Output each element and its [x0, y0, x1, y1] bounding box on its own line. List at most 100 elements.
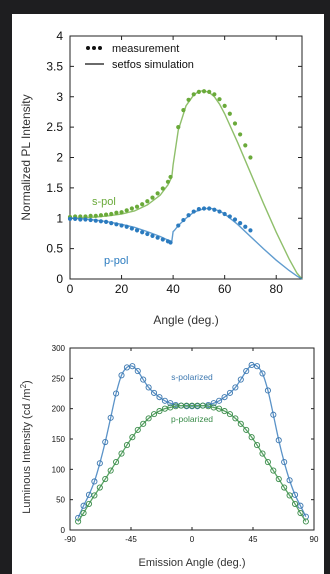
- chart2-spolarized-point: [91, 478, 98, 485]
- chart2-spolarized-point: [156, 394, 163, 401]
- chart2-ppolarized-point: [226, 411, 234, 418]
- chart1-x-axis-title: Angle (deg.): [153, 313, 218, 327]
- chart2-spolarized-point: [254, 363, 261, 370]
- chart1-ppol-measurement-point: [103, 219, 109, 224]
- legend-measurement-label: measurement: [112, 43, 179, 55]
- chart1-ppol-measurement-point: [78, 217, 83, 222]
- chart2-spolarized-point: [161, 397, 168, 404]
- chart1-ppol-measurement-point: [129, 226, 134, 231]
- chart1-spol-measurement-point: [119, 210, 124, 215]
- chart1-spol-measurement-point: [155, 191, 160, 196]
- chart2-y-tick-label: 150: [52, 435, 66, 444]
- chart2-spolarized-point: [264, 387, 271, 394]
- legend-dot-1: [86, 46, 90, 50]
- chart1-y-axis-title: Normalized PL Intensity: [19, 94, 33, 220]
- legend-dot-2: [92, 46, 96, 50]
- chart1-spol-measurement-point: [109, 211, 114, 217]
- chart1-ppol-measurement-point: [93, 218, 98, 223]
- chart2-ppolarized-point: [232, 415, 239, 422]
- chart2-y-tick-label: 50: [56, 496, 65, 505]
- chart2-spolarized-point: [107, 414, 114, 421]
- chart2-ppolarized-point: [156, 408, 163, 415]
- chart1-ppol-measurement-point: [67, 216, 73, 221]
- chart2-spolarized-point: [134, 368, 141, 375]
- chart1-spol-measurement-point: [248, 155, 253, 160]
- legend-dot-3: [98, 46, 102, 50]
- chart2-ppolarized-point: [221, 408, 228, 415]
- chart1-spol-measurement-point: [243, 143, 248, 148]
- chart1-ppol-measurement-point: [232, 217, 238, 222]
- chart2-spolarized-point: [123, 364, 130, 371]
- chart2-spolarized-point: [167, 400, 174, 407]
- chart2-s-polarized-label: s-polarized: [171, 372, 213, 382]
- chart2-spolarized-point: [281, 459, 288, 466]
- chart2-y-tick-label: 200: [52, 405, 66, 414]
- chart2-ppolarized-point: [150, 411, 158, 418]
- chart2-y-axis-title-suffix: ): [21, 380, 33, 384]
- chart2-ppolarized-point: [297, 509, 304, 517]
- chart1-y-tick-label: 1.5: [46, 181, 63, 195]
- chart2-ppolarized-point: [205, 403, 212, 410]
- chart1-spol-measurement-point: [168, 174, 173, 180]
- chart2-spolarized-point: [113, 390, 120, 397]
- chart2-ppolarized-point: [216, 405, 223, 412]
- chart1-ppol-measurement-point: [145, 231, 150, 237]
- chart2-ppolarized-point: [80, 509, 87, 517]
- chart2-spolarized-line: [77, 363, 307, 519]
- chart1-s-pol-label: s-pol: [92, 196, 116, 208]
- chart1-ppol-measurement-point: [207, 206, 212, 211]
- chart2-ppolarized-point: [134, 426, 141, 433]
- chart1-ppol-measurement-point: [160, 237, 165, 242]
- chart1-ppol-measurement-point: [227, 214, 232, 219]
- chart2-spolarized-point: [237, 376, 244, 383]
- chart2-spolarized-point: [102, 438, 109, 446]
- chart2-spolarized-point: [286, 477, 293, 484]
- chart1-plot-frame: [69, 35, 303, 280]
- chart1-spol-simulation-line: [69, 89, 303, 280]
- chart2-x-tick-label: -45: [125, 535, 137, 544]
- chart1-ppol-measurement-point: [140, 230, 145, 235]
- chart1-spol-measurement-point: [145, 199, 150, 204]
- chart1-ppol-measurement-point: [150, 233, 155, 238]
- chart2-ppolarized-point: [107, 467, 114, 474]
- chart1-spol-measurement-point: [201, 89, 207, 94]
- chart2-ppolarized-point: [91, 492, 98, 499]
- figure-panel: 0 20 40 60 80 0 0.5 1 1.5 2 2.5 3 3.5 4 Angle (deg.) No…: [12, 14, 324, 574]
- chart2-spolarized-point: [226, 389, 234, 396]
- chart2-y-tick-label: 250: [52, 374, 66, 383]
- chart2-spolarized-point: [129, 363, 136, 370]
- chart2-y-axis-title-superscript: 2: [19, 383, 28, 388]
- chart2-ppolarized-point: [275, 475, 282, 483]
- chart2-ppolarized-point: [75, 518, 82, 525]
- chart2-p-polarized-label: p-polarized: [171, 414, 213, 424]
- chart1-ppol-measurement-point: [134, 228, 140, 233]
- chart1-spol-measurement-point: [129, 206, 134, 211]
- chart2-spolarized-point: [150, 389, 158, 396]
- chart2-ppolarized-point: [254, 442, 261, 449]
- chart2-spolarized-point: [140, 376, 147, 383]
- chart2-spolarized-point: [248, 361, 255, 369]
- chart1-spol-measurement-point: [186, 97, 191, 102]
- chart1-x-tick-label: 40: [166, 282, 180, 296]
- chart2-ppolarized-point: [140, 420, 147, 427]
- chart1-spol-measurement-point: [78, 214, 83, 219]
- chart2-ppolarized-point: [210, 404, 217, 411]
- chart2-ppolarized-point: [243, 426, 250, 433]
- chart1-spol-measurement-point: [124, 208, 129, 213]
- chart1-y-tick-label: 4: [56, 29, 63, 43]
- chart2-spolarized-point: [210, 400, 217, 407]
- chart1-spol-measurement-point: [103, 212, 109, 217]
- chart2-ppolarized-point: [145, 415, 152, 422]
- chart2-spolarized-point: [80, 502, 87, 509]
- chart1-x-tick-label: 60: [218, 282, 232, 296]
- chart2-x-axis-title: Emission Angle (deg.): [139, 557, 246, 569]
- chart1-ppol-measurement-point: [83, 217, 88, 222]
- chart1-spol-measurement-point: [176, 125, 181, 130]
- chart2-ppolarized-point: [129, 434, 136, 441]
- chart2-ppolarized-point: [161, 405, 168, 412]
- chart1-y-tick-label: 3: [56, 90, 63, 104]
- chart1-ppol-simulation-line: [69, 207, 303, 280]
- chart1-ppol-measurement-point: [73, 216, 78, 221]
- chart2-spolarized-point: [96, 460, 103, 467]
- chart1-ppol-measurement-point: [176, 223, 181, 228]
